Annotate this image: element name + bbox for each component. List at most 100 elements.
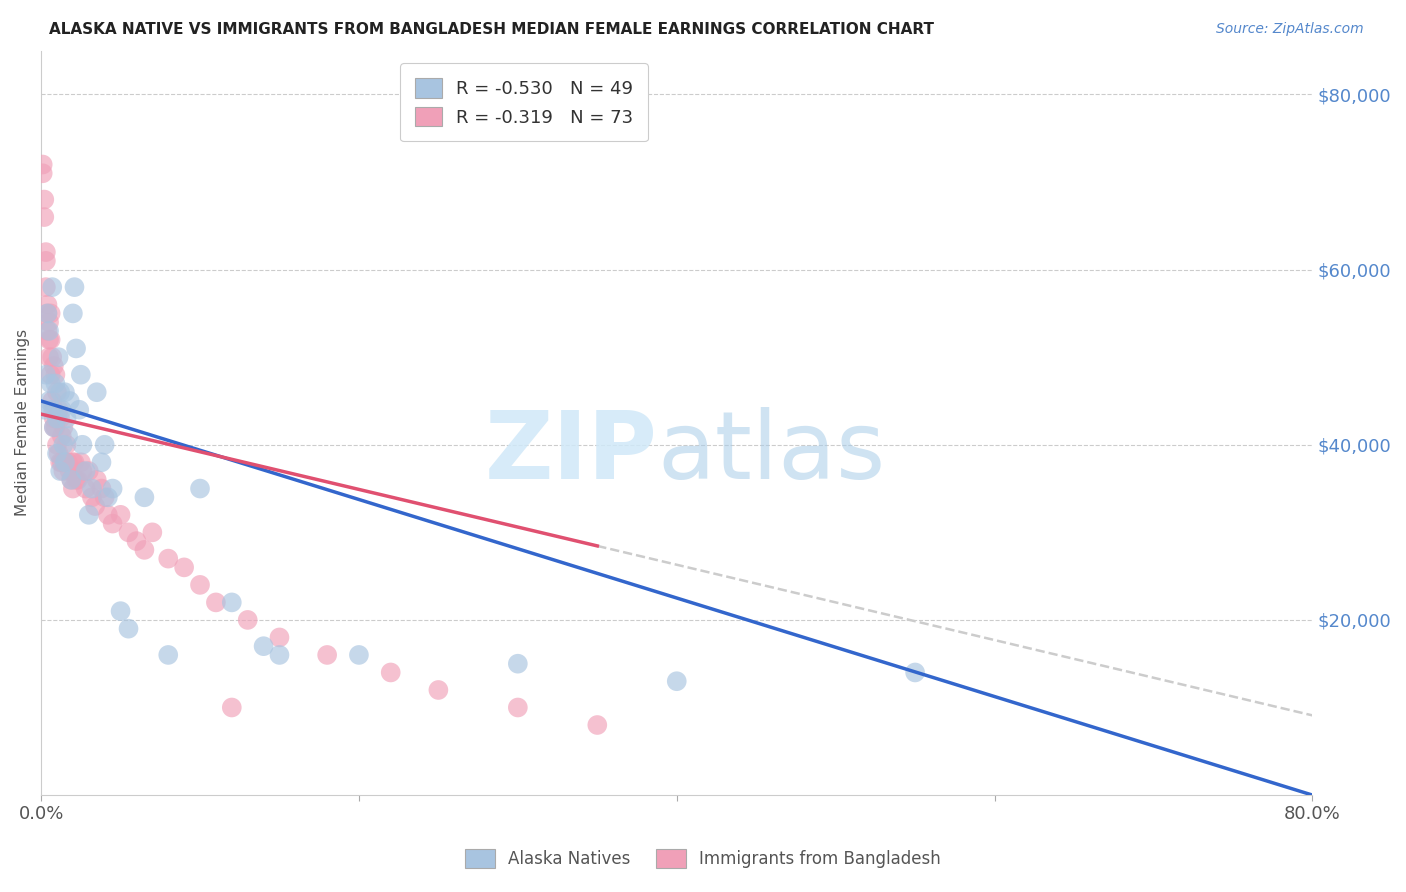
Point xyxy=(37,324,59,338)
Point xyxy=(904,665,927,680)
Point xyxy=(101,482,124,496)
Point xyxy=(42,420,65,434)
Point xyxy=(427,683,450,698)
Point xyxy=(42,359,65,373)
Point xyxy=(188,578,211,592)
Point xyxy=(77,508,100,522)
Point xyxy=(44,368,66,382)
Point xyxy=(42,411,65,425)
Point xyxy=(39,368,62,382)
Point xyxy=(53,455,76,469)
Point xyxy=(59,464,82,478)
Point xyxy=(48,446,70,460)
Point xyxy=(63,455,86,469)
Point xyxy=(52,464,75,478)
Point xyxy=(665,674,688,689)
Point xyxy=(41,394,63,409)
Point xyxy=(69,368,91,382)
Point xyxy=(35,253,58,268)
Point xyxy=(37,306,59,320)
Point xyxy=(60,473,83,487)
Legend: Alaska Natives, Immigrants from Bangladesh: Alaska Natives, Immigrants from Banglade… xyxy=(458,843,948,875)
Point xyxy=(53,385,76,400)
Point xyxy=(110,604,132,618)
Point xyxy=(51,455,73,469)
Point xyxy=(41,350,63,364)
Point xyxy=(66,473,89,487)
Point xyxy=(157,648,180,662)
Point xyxy=(67,402,90,417)
Point xyxy=(75,482,97,496)
Point xyxy=(110,508,132,522)
Point xyxy=(38,394,60,409)
Point xyxy=(63,280,86,294)
Point xyxy=(80,491,103,505)
Point xyxy=(35,245,58,260)
Point xyxy=(269,631,291,645)
Text: ALASKA NATIVE VS IMMIGRANTS FROM BANGLADESH MEDIAN FEMALE EARNINGS CORRELATION C: ALASKA NATIVE VS IMMIGRANTS FROM BANGLAD… xyxy=(49,22,934,37)
Point xyxy=(347,648,370,662)
Point xyxy=(56,429,79,443)
Point xyxy=(48,402,70,417)
Point xyxy=(90,482,112,496)
Point xyxy=(38,350,60,364)
Point xyxy=(586,718,609,732)
Point xyxy=(269,648,291,662)
Point xyxy=(236,613,259,627)
Point xyxy=(59,394,82,409)
Text: ZIP: ZIP xyxy=(485,407,658,499)
Point xyxy=(44,376,66,391)
Point xyxy=(49,411,72,425)
Point xyxy=(38,324,60,338)
Point xyxy=(35,368,58,382)
Point xyxy=(38,315,60,329)
Point xyxy=(51,402,73,417)
Point xyxy=(117,622,139,636)
Point xyxy=(31,166,53,180)
Point xyxy=(90,455,112,469)
Point xyxy=(134,491,156,505)
Point xyxy=(49,385,72,400)
Point xyxy=(97,491,120,505)
Point xyxy=(97,508,120,522)
Point xyxy=(52,438,75,452)
Point xyxy=(65,473,87,487)
Point xyxy=(39,306,62,320)
Point xyxy=(44,420,66,434)
Point xyxy=(86,473,108,487)
Point xyxy=(52,420,75,434)
Point xyxy=(75,464,97,478)
Point xyxy=(506,700,529,714)
Point xyxy=(125,534,148,549)
Point xyxy=(37,298,59,312)
Point xyxy=(49,464,72,478)
Point xyxy=(221,595,243,609)
Point xyxy=(221,700,243,714)
Point xyxy=(60,473,83,487)
Y-axis label: Median Female Earnings: Median Female Earnings xyxy=(15,329,30,516)
Point xyxy=(56,455,79,469)
Point xyxy=(86,385,108,400)
Legend: R = -0.530   N = 49, R = -0.319   N = 73: R = -0.530 N = 49, R = -0.319 N = 73 xyxy=(401,63,648,141)
Point xyxy=(46,411,69,425)
Point xyxy=(55,411,77,425)
Point xyxy=(101,516,124,531)
Point xyxy=(38,333,60,347)
Point xyxy=(31,157,53,171)
Point xyxy=(34,402,56,417)
Point xyxy=(84,499,107,513)
Point xyxy=(53,455,76,469)
Point xyxy=(117,525,139,540)
Point xyxy=(69,455,91,469)
Point xyxy=(39,333,62,347)
Point xyxy=(188,482,211,496)
Point xyxy=(80,482,103,496)
Point xyxy=(157,551,180,566)
Point xyxy=(141,525,163,540)
Text: Source: ZipAtlas.com: Source: ZipAtlas.com xyxy=(1216,22,1364,37)
Point xyxy=(506,657,529,671)
Point xyxy=(62,306,84,320)
Point xyxy=(51,429,73,443)
Point xyxy=(173,560,195,574)
Point xyxy=(42,420,65,434)
